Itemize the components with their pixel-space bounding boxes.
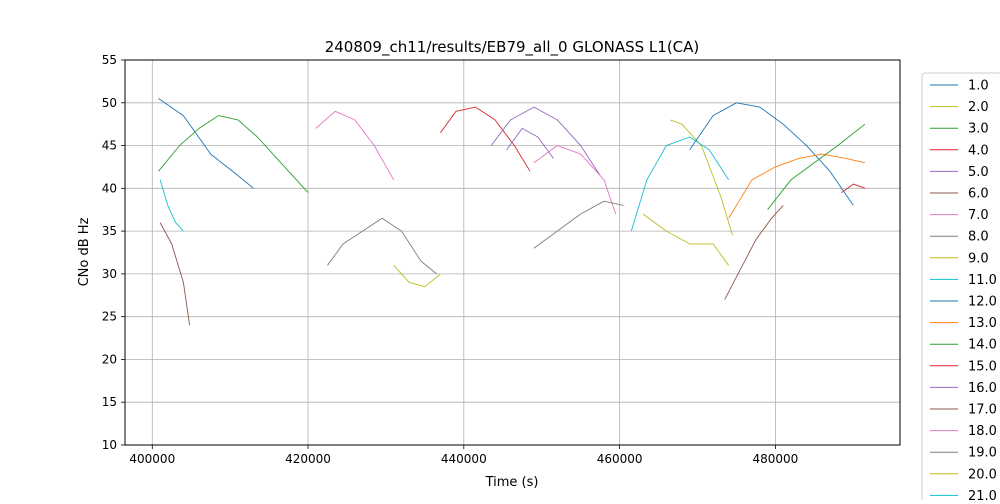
legend: 1.0 2.0 3.0 4.0 5.0 6.0 7.0 8.0 9.0 11.0 12.0 13.0 1… <box>921 72 1000 500</box>
series-line-20-0 <box>642 213 729 266</box>
y-tick-label: 45 <box>102 139 117 153</box>
series-line-11-0 <box>159 179 184 232</box>
legend-label: 7.0 <box>968 208 989 223</box>
legend-label: 15.0 <box>968 359 997 374</box>
y-tick-label: 20 <box>102 352 117 366</box>
y-tick-label: 35 <box>102 224 117 238</box>
legend-label: 3.0 <box>968 122 989 137</box>
y-tick-label: 25 <box>102 310 117 324</box>
chart-title: 240809_ch11/results/EB79_all_0 GLONASS L… <box>325 38 700 57</box>
series-line-6-0 <box>159 222 191 326</box>
legend-label: 19.0 <box>968 446 997 461</box>
legend-label: 1.0 <box>968 79 989 94</box>
y-tick-label: 55 <box>102 53 117 67</box>
series-line-7-0 <box>315 110 395 181</box>
legend-label: 9.0 <box>968 251 989 266</box>
legend-label: 2.0 <box>968 100 989 115</box>
legend-label: 13.0 <box>968 316 997 331</box>
series-line-8-0 <box>327 217 437 275</box>
y-axis-label: CNo dB Hz <box>77 217 92 286</box>
y-axis: 10 15 20 25 30 35 40 45 50 55 <box>102 53 125 452</box>
legend-label: 4.0 <box>968 143 989 158</box>
legend-label: 20.0 <box>968 467 997 482</box>
series-line-15-0 <box>841 183 866 193</box>
x-tick-label: 480000 <box>752 452 798 466</box>
x-tick-label: 460000 <box>597 452 643 466</box>
legend-label: 8.0 <box>968 230 989 245</box>
series-line-21-0 <box>630 136 729 232</box>
series-line-2-0 <box>670 119 733 236</box>
series-line-3-0 <box>158 115 309 193</box>
series-line-14-0 <box>767 123 866 210</box>
legend-box <box>921 72 1000 500</box>
x-axis: 400000 420000 440000 460000 480000 <box>129 445 798 466</box>
series-line-9-0 <box>393 264 441 288</box>
legend-label: 5.0 <box>968 165 989 180</box>
series-line-4-0 <box>440 106 531 172</box>
legend-items: 1.0 2.0 3.0 4.0 5.0 6.0 7.0 8.0 9.0 11.0 12.0 13.0 1… <box>930 79 997 500</box>
y-tick-label: 30 <box>102 267 117 281</box>
legend-label: 14.0 <box>968 338 997 353</box>
x-axis-label: Time (s) <box>485 475 539 490</box>
series-line-1-0 <box>158 98 254 189</box>
x-tick-label: 420000 <box>285 452 331 466</box>
legend-label: 16.0 <box>968 381 997 396</box>
legend-label: 6.0 <box>968 187 989 202</box>
series-line-16-0 <box>506 127 554 159</box>
series-lines <box>158 98 866 326</box>
plot-frame <box>124 59 901 446</box>
series-line-13-0 <box>728 153 865 219</box>
y-tick-label: 50 <box>102 96 117 110</box>
y-tick-label: 15 <box>102 395 117 409</box>
series-line-12-0 <box>689 102 854 206</box>
legend-label: 18.0 <box>968 424 997 439</box>
legend-label: 11.0 <box>968 273 997 288</box>
series-line-17-0 <box>724 205 784 300</box>
legend-label: 17.0 <box>968 403 997 418</box>
series-line-18-0 <box>533 145 617 215</box>
series-line-19-0 <box>533 200 624 249</box>
x-tick-label: 400000 <box>129 452 175 466</box>
y-tick-label: 10 <box>102 438 117 452</box>
y-tick-label: 40 <box>102 181 117 195</box>
x-tick-label: 440000 <box>441 452 487 466</box>
legend-label: 12.0 <box>968 295 997 310</box>
legend-label: 21.0 <box>968 489 997 500</box>
series-line-5-0 <box>490 106 601 176</box>
